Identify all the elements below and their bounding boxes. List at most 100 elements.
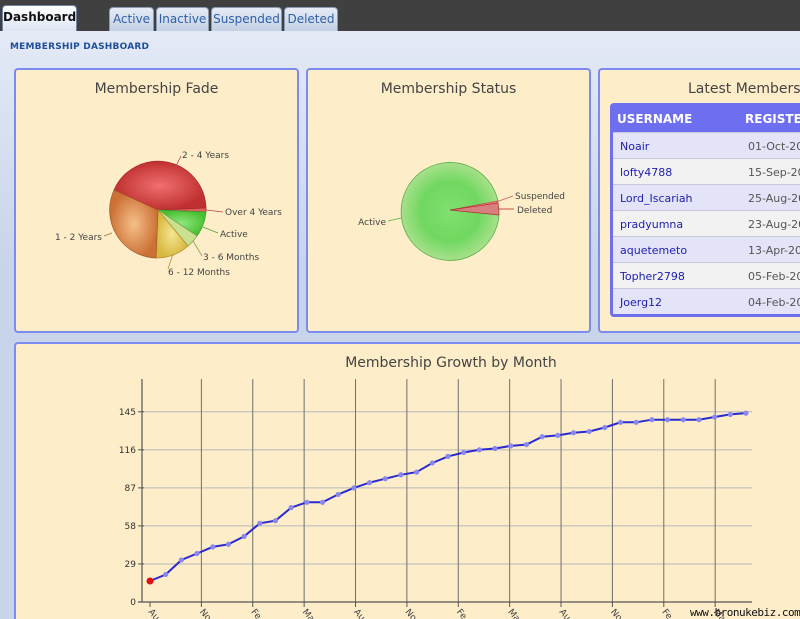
growth-data-point xyxy=(429,460,435,466)
label-active: Active xyxy=(220,230,248,240)
section-title: MEMBERSHIP DASHBOARD xyxy=(10,42,150,52)
growth-data-point xyxy=(492,445,498,452)
y-tick-label: 58 xyxy=(125,522,137,532)
membership-fade-pie: 2 - 4 Years Over 4 Years Active 3 - 6 Mo… xyxy=(55,151,282,278)
tab-suspended[interactable]: Suspended xyxy=(211,7,282,31)
growth-data-point xyxy=(649,417,655,423)
latest-members-table: USERNAME REGISTERED Noair 01-Oct-2009 lof… xyxy=(610,103,800,317)
growth-data-point xyxy=(366,480,373,486)
growth-data-point xyxy=(304,499,310,505)
growth-data-point xyxy=(146,577,154,585)
growth-data-point xyxy=(414,469,420,475)
tab-inactive[interactable]: Inactive xyxy=(156,7,209,31)
member-username-link[interactable]: lofty4788 xyxy=(620,166,673,179)
growth-data-point xyxy=(445,453,451,459)
member-row: Lord_Iscariah 25-Aug-2009 xyxy=(613,184,800,210)
tab-deleted[interactable]: Deleted xyxy=(284,7,338,31)
col-registered[interactable]: REGISTERED xyxy=(745,112,800,126)
growth-data-point xyxy=(163,571,169,578)
top-tab-bar: Dashboard Active Inactive Suspended Dele… xyxy=(0,0,800,31)
label-1-2-years: 1 - 2 Years xyxy=(55,233,102,243)
x-tick-label: Fe xyxy=(454,608,469,619)
membership-fade-title: Membership Fade xyxy=(94,81,219,97)
member-username-link[interactable]: Joerg12 xyxy=(620,296,663,309)
member-row: lofty4788 15-Sep-2009 xyxy=(613,158,800,184)
growth-data-point xyxy=(476,447,482,453)
member-date: 01-Oct-2009 xyxy=(748,140,800,153)
growth-data-point xyxy=(586,428,592,435)
watermark-text: www.bronukebiz.com xyxy=(690,606,800,619)
member-date: 13-Apr-2009 xyxy=(748,244,800,257)
tab-active[interactable]: Active xyxy=(109,7,154,31)
member-date: 15-Sep-2009 xyxy=(748,166,800,179)
growth-data-point xyxy=(272,518,279,524)
membership-growth-panel: Membership Growth by Month 0 29 58 87 116 145… xyxy=(14,342,800,619)
slice-2-4-years xyxy=(113,160,207,211)
y-tick-label: 145 xyxy=(119,408,136,418)
growth-data-point xyxy=(555,432,561,439)
member-username-link[interactable]: Noair xyxy=(620,140,650,153)
member-date: 23-Aug-2009 xyxy=(748,218,800,231)
growth-data-point xyxy=(696,417,702,423)
status-slice-active xyxy=(400,162,500,261)
latest-members-title: Latest Members xyxy=(688,81,800,97)
growth-data-point xyxy=(288,504,294,511)
membership-status-panel: Membership Status Suspended Deleted Acti… xyxy=(306,68,591,333)
member-date: 25-Aug-2009 xyxy=(748,192,800,205)
label-3-6-months: 3 - 6 Months xyxy=(203,253,259,263)
growth-data-point xyxy=(664,417,671,423)
membership-growth-chart: 0 29 58 87 116 145 Au No Fe Ma Au No Fe Ma Au No Fe Ma xyxy=(119,379,752,619)
growth-data-point xyxy=(210,544,216,550)
growth-data-point xyxy=(257,520,263,526)
growth-data-point xyxy=(178,557,184,563)
status-label-active: Active xyxy=(358,218,386,228)
membership-status-pie: Suspended Deleted Active xyxy=(358,162,565,261)
x-tick-label: No xyxy=(403,608,419,619)
x-tick-label: Ma xyxy=(711,608,727,619)
members-table-header: USERNAME REGISTERED xyxy=(613,106,800,132)
member-row: Noair 01-Oct-2009 xyxy=(613,132,800,158)
x-tick-label: No xyxy=(197,608,213,619)
growth-data-point xyxy=(727,411,733,418)
growth-data-point xyxy=(225,541,232,547)
member-date: 04-Feb-2009 xyxy=(748,296,800,309)
member-row: pradyumna 23-Aug-2009 xyxy=(613,210,800,236)
growth-data-point xyxy=(398,472,404,478)
label-2-4-years: 2 - 4 Years xyxy=(182,151,229,161)
growth-series-line xyxy=(149,412,747,582)
growth-data-point xyxy=(680,417,686,423)
y-tick-label: 0 xyxy=(130,598,136,608)
tab-dashboard[interactable]: Dashboard xyxy=(2,5,77,31)
member-username-link[interactable]: pradyumna xyxy=(620,218,684,231)
growth-data-point xyxy=(743,410,749,416)
member-username-link[interactable]: aquetemeto xyxy=(620,244,688,257)
label-6-12-months: 6 - 12 Months xyxy=(168,268,230,278)
member-username-link[interactable]: Lord_Iscariah xyxy=(620,192,693,205)
x-tick-label: Ma xyxy=(505,608,521,619)
growth-data-point xyxy=(335,491,341,498)
growth-data-point xyxy=(570,430,577,436)
growth-data-point xyxy=(523,441,530,448)
x-tick-label: Au xyxy=(557,608,572,619)
status-label-deleted: Deleted xyxy=(517,206,552,216)
growth-data-point xyxy=(382,476,388,482)
growth-data-point xyxy=(194,550,200,557)
label-over-4-years: Over 4 Years xyxy=(225,208,282,218)
y-tick-label: 116 xyxy=(119,446,136,456)
growth-data-point xyxy=(319,499,326,505)
x-tick-label: Ma xyxy=(300,608,316,619)
growth-data-point xyxy=(633,419,639,425)
growth-data-point xyxy=(241,533,247,540)
x-tick-label: Au xyxy=(146,608,161,619)
growth-data-point xyxy=(461,449,467,456)
member-row: Joerg12 04-Feb-2009 xyxy=(613,288,800,314)
growth-data-point xyxy=(351,485,357,491)
member-username-link[interactable]: Topher2798 xyxy=(620,270,685,283)
membership-growth-title: Membership Growth by Month xyxy=(345,355,557,371)
growth-data-point xyxy=(602,424,608,431)
col-username[interactable]: USERNAME xyxy=(617,112,693,126)
membership-status-title: Membership Status xyxy=(380,81,517,97)
member-row: Topher2798 05-Feb-2009 xyxy=(613,262,800,288)
x-tick-label: Fe xyxy=(248,608,263,619)
x-tick-label: No xyxy=(608,608,624,619)
